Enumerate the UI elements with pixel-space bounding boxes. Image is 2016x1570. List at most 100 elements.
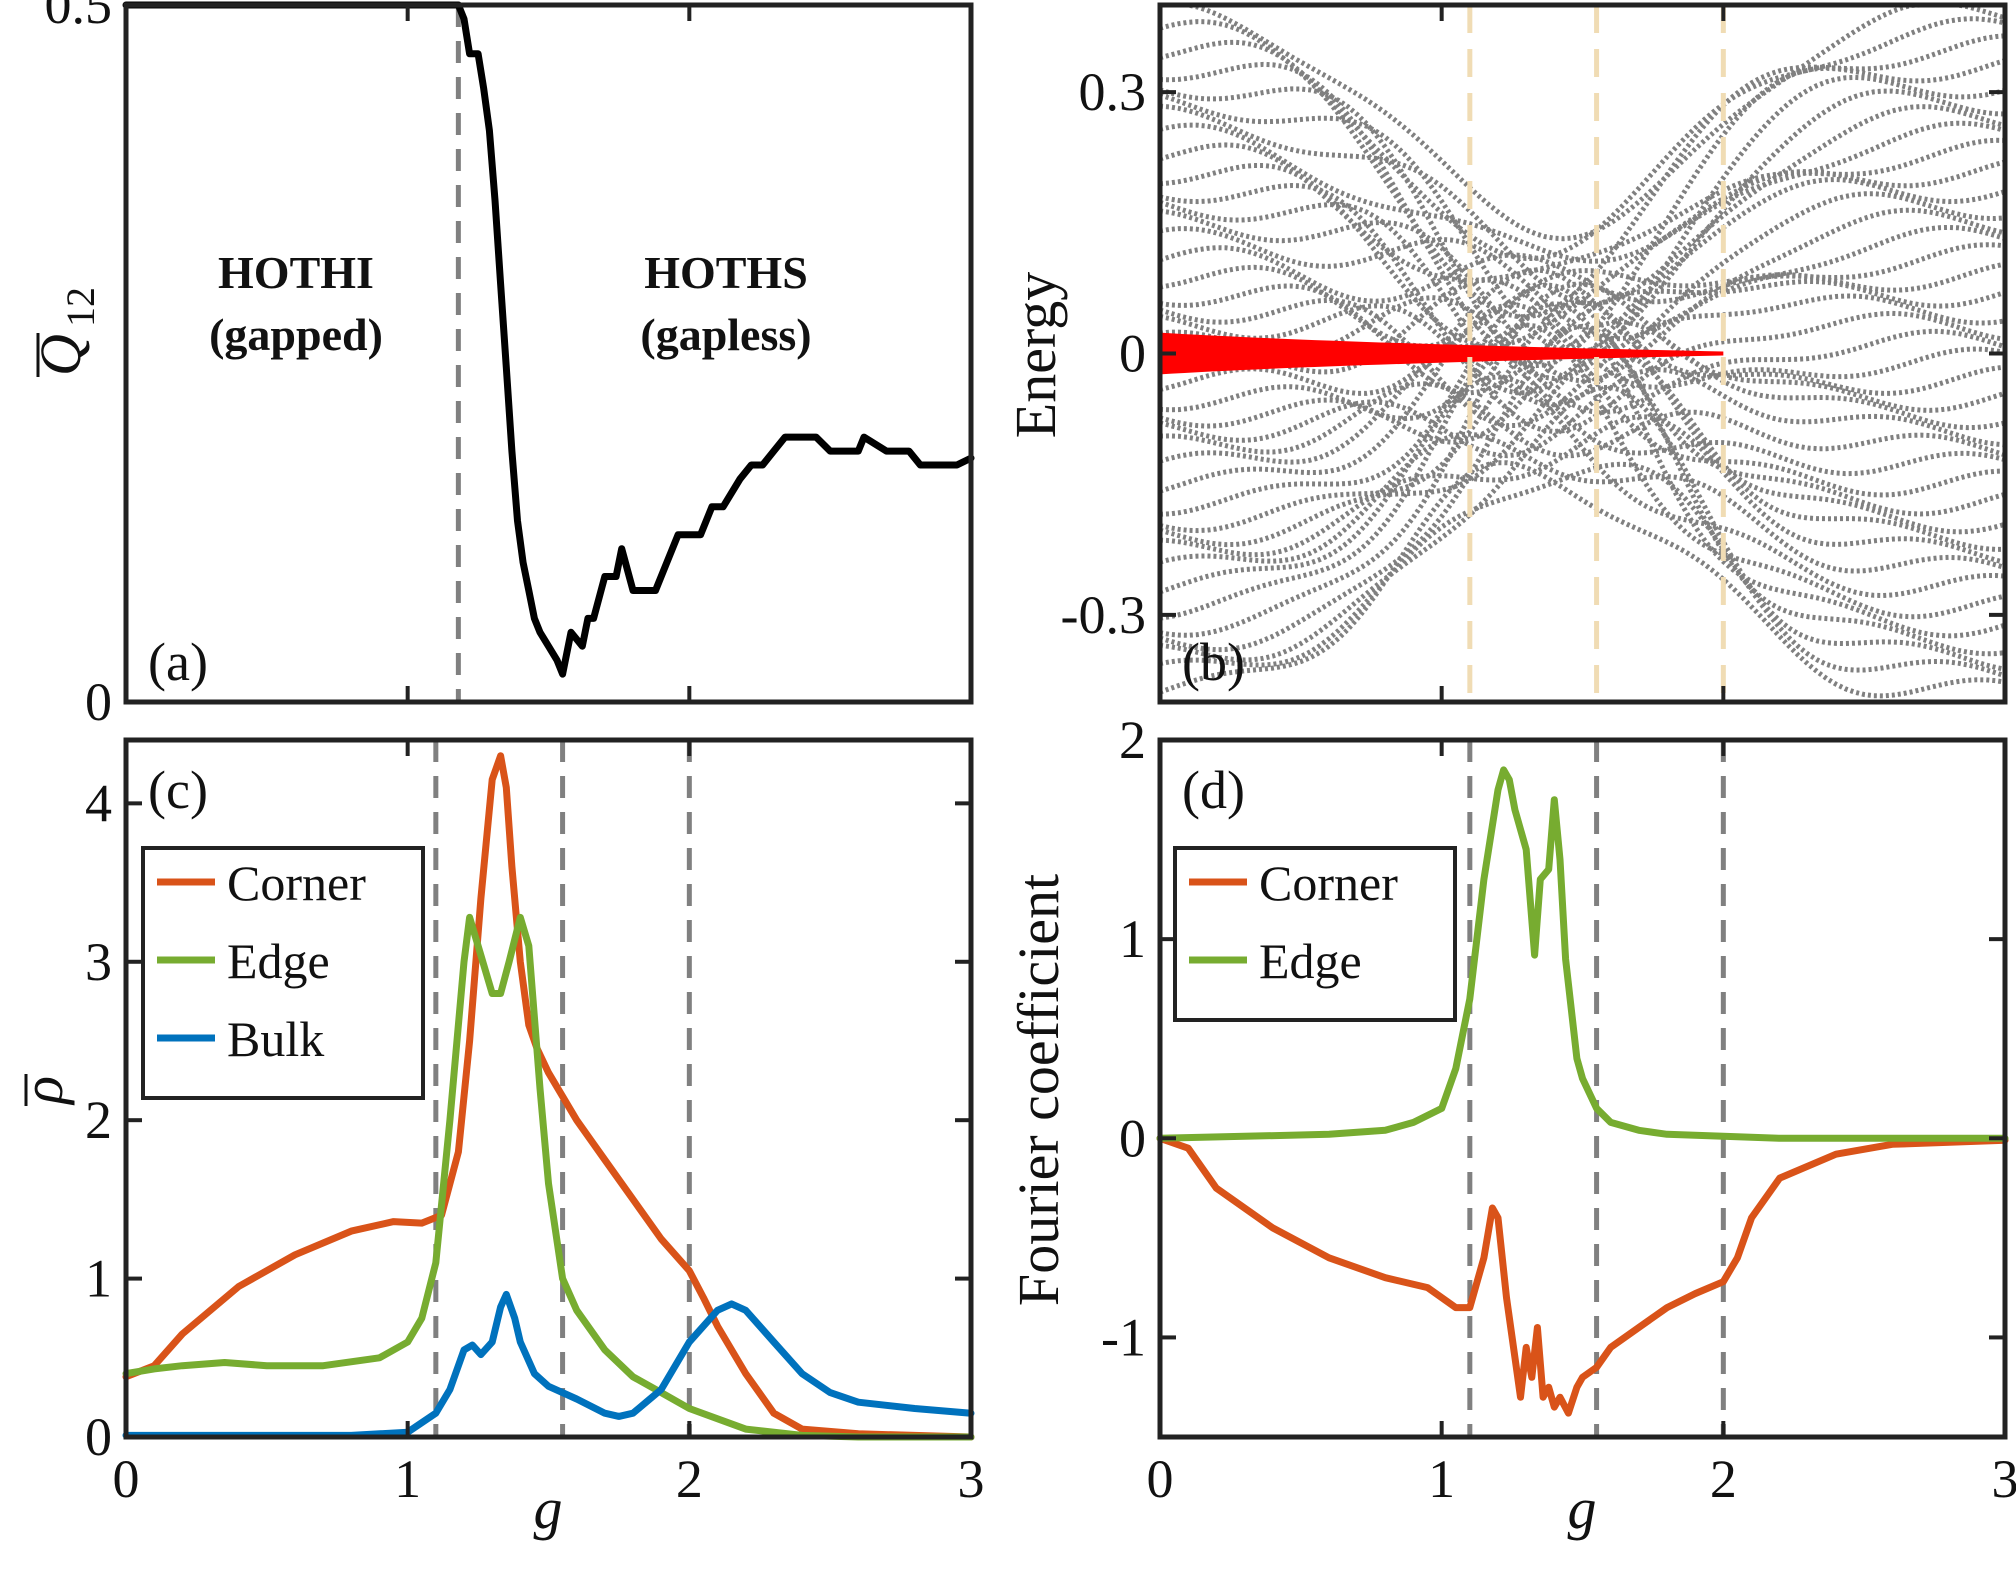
panel-c-frame bbox=[123, 737, 974, 1440]
series-line-0 bbox=[122, 1, 975, 678]
energy-band bbox=[1159, 301, 2006, 639]
panel-a-ylabel-sub: 12 bbox=[58, 287, 103, 327]
panel-c-ticks: 0 1 2 3 0 1 2 3 4 bbox=[85, 740, 985, 1509]
energy-band bbox=[1159, 303, 2006, 435]
legend-box bbox=[141, 846, 425, 1100]
energy-band bbox=[1159, 224, 2006, 342]
legend-entry-corner: Corner bbox=[1259, 855, 1398, 911]
x-tick-label: 2 bbox=[676, 1449, 703, 1509]
energy-band bbox=[1159, 207, 2006, 384]
panel-c-series bbox=[122, 752, 975, 1441]
panel-b-bands bbox=[1159, 2, 2006, 699]
legend-box bbox=[1173, 846, 1457, 1022]
energy-band bbox=[1159, 267, 2006, 396]
series-line-bulk bbox=[122, 1290, 975, 1439]
y-tick-label: 2 bbox=[1119, 710, 1146, 770]
panel-a-series bbox=[122, 1, 975, 678]
panel-d-ticks: 0 1 2 3 -1 0 1 2 bbox=[1101, 710, 2016, 1509]
energy-band bbox=[1159, 302, 2006, 498]
panel-b-zero-mode bbox=[1160, 332, 1724, 375]
y-tick-label: 0.5 bbox=[45, 0, 113, 35]
panel-d-transition-lines bbox=[1467, 740, 1726, 1437]
energy-band bbox=[1159, 103, 2006, 307]
series-line-edge bbox=[122, 913, 975, 1441]
energy-band bbox=[1159, 431, 2006, 574]
energy-band bbox=[1159, 414, 2006, 565]
y-tick-label: 0 bbox=[1119, 324, 1146, 384]
panel-b-ticks: -0.3 0 0.3 bbox=[1061, 5, 2007, 702]
energy-band bbox=[1160, 2, 2006, 242]
panel-c-ylabel: ρ bbox=[10, 1074, 75, 1106]
panel-d-legend: Corner Edge bbox=[1173, 846, 1457, 1022]
zero-energy-mode bbox=[1160, 332, 1724, 375]
panel-c: 0 1 2 3 0 1 2 3 4 (c) Corner Edge Bulk g ρ bbox=[10, 737, 985, 1541]
energy-band bbox=[1159, 16, 2006, 261]
energy-band bbox=[1159, 461, 2006, 679]
panel-b-transition-lines bbox=[1467, 5, 1726, 702]
x-tick-label: 2 bbox=[1710, 1449, 1737, 1509]
energy-band bbox=[1159, 278, 2006, 396]
energy-band bbox=[1159, 74, 2006, 382]
annotation-hoths-gapless: (gapless) bbox=[640, 309, 811, 360]
energy-band bbox=[1159, 191, 2006, 408]
series-line-corner bbox=[1156, 1134, 2009, 1417]
panel-c-ylabel-main: ρ bbox=[10, 1076, 75, 1106]
energy-band bbox=[1159, 33, 2006, 320]
legend-entry-corner: Corner bbox=[227, 855, 366, 911]
panel-c-xlabel: g bbox=[534, 1476, 563, 1541]
x-tick-label: 1 bbox=[1428, 1449, 1455, 1509]
panel-c-legend: Corner Edge Bulk bbox=[141, 846, 425, 1100]
energy-band bbox=[1159, 58, 2006, 369]
panel-b-ylabel: Energy bbox=[1003, 272, 1068, 438]
series-line-corner bbox=[122, 752, 975, 1441]
y-tick-label: 1 bbox=[85, 1249, 112, 1309]
panel-d-series bbox=[1156, 766, 2009, 1417]
y-tick-label: 0 bbox=[85, 672, 112, 732]
y-tick-label: -0.3 bbox=[1061, 585, 1146, 645]
annotation-hoths: HOTHS bbox=[644, 247, 808, 298]
energy-band bbox=[1159, 261, 2006, 349]
panel-b-label: (b) bbox=[1182, 632, 1245, 692]
energy-band bbox=[1159, 374, 2006, 599]
panel-d-label: (d) bbox=[1182, 760, 1245, 820]
panel-c-transition-lines bbox=[433, 740, 692, 1437]
y-tick-label: 4 bbox=[85, 773, 112, 833]
panel-a-ylabel: Q 12 bbox=[28, 287, 103, 377]
x-tick-label: 3 bbox=[958, 1449, 985, 1509]
legend-entry-edge: Edge bbox=[1259, 933, 1362, 989]
energy-band bbox=[1159, 299, 2006, 535]
panel-a: 00.5 HOTHI (gapped) HOTHS (gapless) (a) … bbox=[28, 0, 975, 732]
panel-d-xlabel: g bbox=[1568, 1476, 1597, 1541]
panel-d-frame bbox=[1157, 737, 2008, 1440]
legend-entry-bulk: Bulk bbox=[227, 1011, 324, 1067]
energy-band bbox=[1159, 323, 2006, 657]
energy-band bbox=[1159, 460, 2006, 699]
y-tick-label: 0.3 bbox=[1079, 62, 1147, 122]
energy-band bbox=[1159, 366, 2006, 459]
legend-entry-edge: Edge bbox=[227, 933, 330, 989]
energy-band bbox=[1159, 120, 2006, 264]
energy-band bbox=[1159, 242, 2006, 305]
y-tick-label: 2 bbox=[85, 1090, 112, 1150]
panel-b: -0.3 0 0.3 (b) Energy bbox=[1003, 2, 2008, 705]
energy-band bbox=[1159, 137, 2006, 283]
x-tick-label: 1 bbox=[394, 1449, 421, 1509]
series-line-edge bbox=[1156, 766, 2009, 1142]
panel-c-label: (c) bbox=[148, 760, 208, 820]
y-tick-label: 0 bbox=[85, 1407, 112, 1467]
y-tick-label: 1 bbox=[1119, 909, 1146, 969]
panel-a-frame bbox=[123, 2, 974, 705]
y-tick-label: 0 bbox=[1119, 1108, 1146, 1168]
x-tick-label: 3 bbox=[1992, 1449, 2016, 1509]
panel-d: 0 1 2 3 -1 0 1 2 (d) Corner Edge g Fourier coeff… bbox=[1006, 710, 2016, 1541]
panel-d-ylabel: Fourier coefficient bbox=[1006, 874, 1071, 1306]
annotation-hothi-gapped: (gapped) bbox=[209, 309, 383, 360]
x-tick-label: 0 bbox=[113, 1449, 140, 1509]
y-tick-label: -1 bbox=[1101, 1307, 1146, 1367]
y-tick-label: 3 bbox=[85, 932, 112, 992]
annotation-hothi: HOTHI bbox=[218, 247, 374, 298]
panel-d-background bbox=[1160, 740, 2005, 1437]
energy-band bbox=[1159, 319, 2006, 445]
panel-a-background bbox=[126, 5, 971, 702]
